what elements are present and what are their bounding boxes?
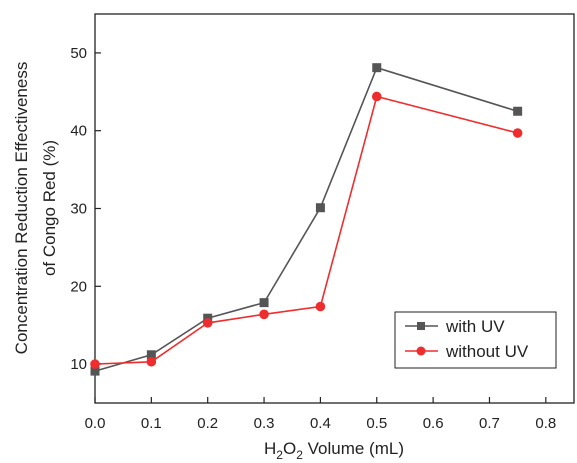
x-tick-label: 0.8 bbox=[535, 415, 556, 432]
x-tick-label: 0.2 bbox=[197, 415, 218, 432]
data-point-with-uv bbox=[315, 203, 325, 213]
legend-box bbox=[394, 311, 557, 369]
series-layer bbox=[90, 63, 523, 376]
data-point-with-uv bbox=[372, 63, 382, 73]
data-point-with-uv bbox=[513, 106, 523, 116]
legend-label-without-uv: without UV bbox=[445, 342, 529, 361]
x-axis-title: H2O2 Volume (mL) bbox=[264, 439, 404, 462]
legend-label-with-uv: with UV bbox=[445, 317, 505, 336]
legend-marker-with-uv bbox=[417, 322, 425, 330]
data-point-without-uv bbox=[315, 301, 326, 312]
y-tick-label: 30 bbox=[70, 201, 87, 218]
x-tick-label: 0.0 bbox=[85, 415, 106, 432]
data-point-without-uv bbox=[90, 359, 100, 369]
data-point-without-uv bbox=[146, 356, 157, 367]
data-point-with-uv bbox=[90, 366, 100, 376]
y-axis-title-line-2: of Congo Red (%) bbox=[40, 140, 59, 276]
x-tick-label: 0.1 bbox=[141, 415, 162, 432]
y-axis: 10 20 30 40 50 bbox=[70, 45, 101, 373]
x-tick-label: 0.6 bbox=[423, 415, 444, 432]
data-point-without-uv bbox=[371, 91, 382, 102]
y-tick-label: 40 bbox=[70, 123, 87, 140]
x-tick-label: 0.7 bbox=[479, 415, 500, 432]
x-tick-label: 0.3 bbox=[254, 415, 275, 432]
y-tick-label: 20 bbox=[70, 278, 87, 295]
x-axis: 0.0 0.1 0.2 0.3 0.4 0.5 0.6 0.7 0.8 bbox=[85, 397, 556, 432]
legend-marker-without-uv bbox=[416, 346, 426, 356]
x-tick-label: 0.4 bbox=[310, 415, 331, 432]
x-tick-label: 0.5 bbox=[366, 415, 387, 432]
data-point-with-uv bbox=[259, 298, 269, 308]
legend: with UV without UV bbox=[394, 311, 557, 369]
data-point-with-uv bbox=[146, 350, 156, 360]
y-tick-label: 50 bbox=[70, 45, 87, 62]
y-tick-label: 10 bbox=[70, 356, 87, 373]
data-point-without-uv bbox=[259, 309, 269, 320]
data-point-without-uv bbox=[202, 318, 213, 328]
y-axis-title-line-1: Concentration Reduction Effectiveness bbox=[12, 62, 31, 355]
data-point-without-uv bbox=[512, 128, 523, 138]
